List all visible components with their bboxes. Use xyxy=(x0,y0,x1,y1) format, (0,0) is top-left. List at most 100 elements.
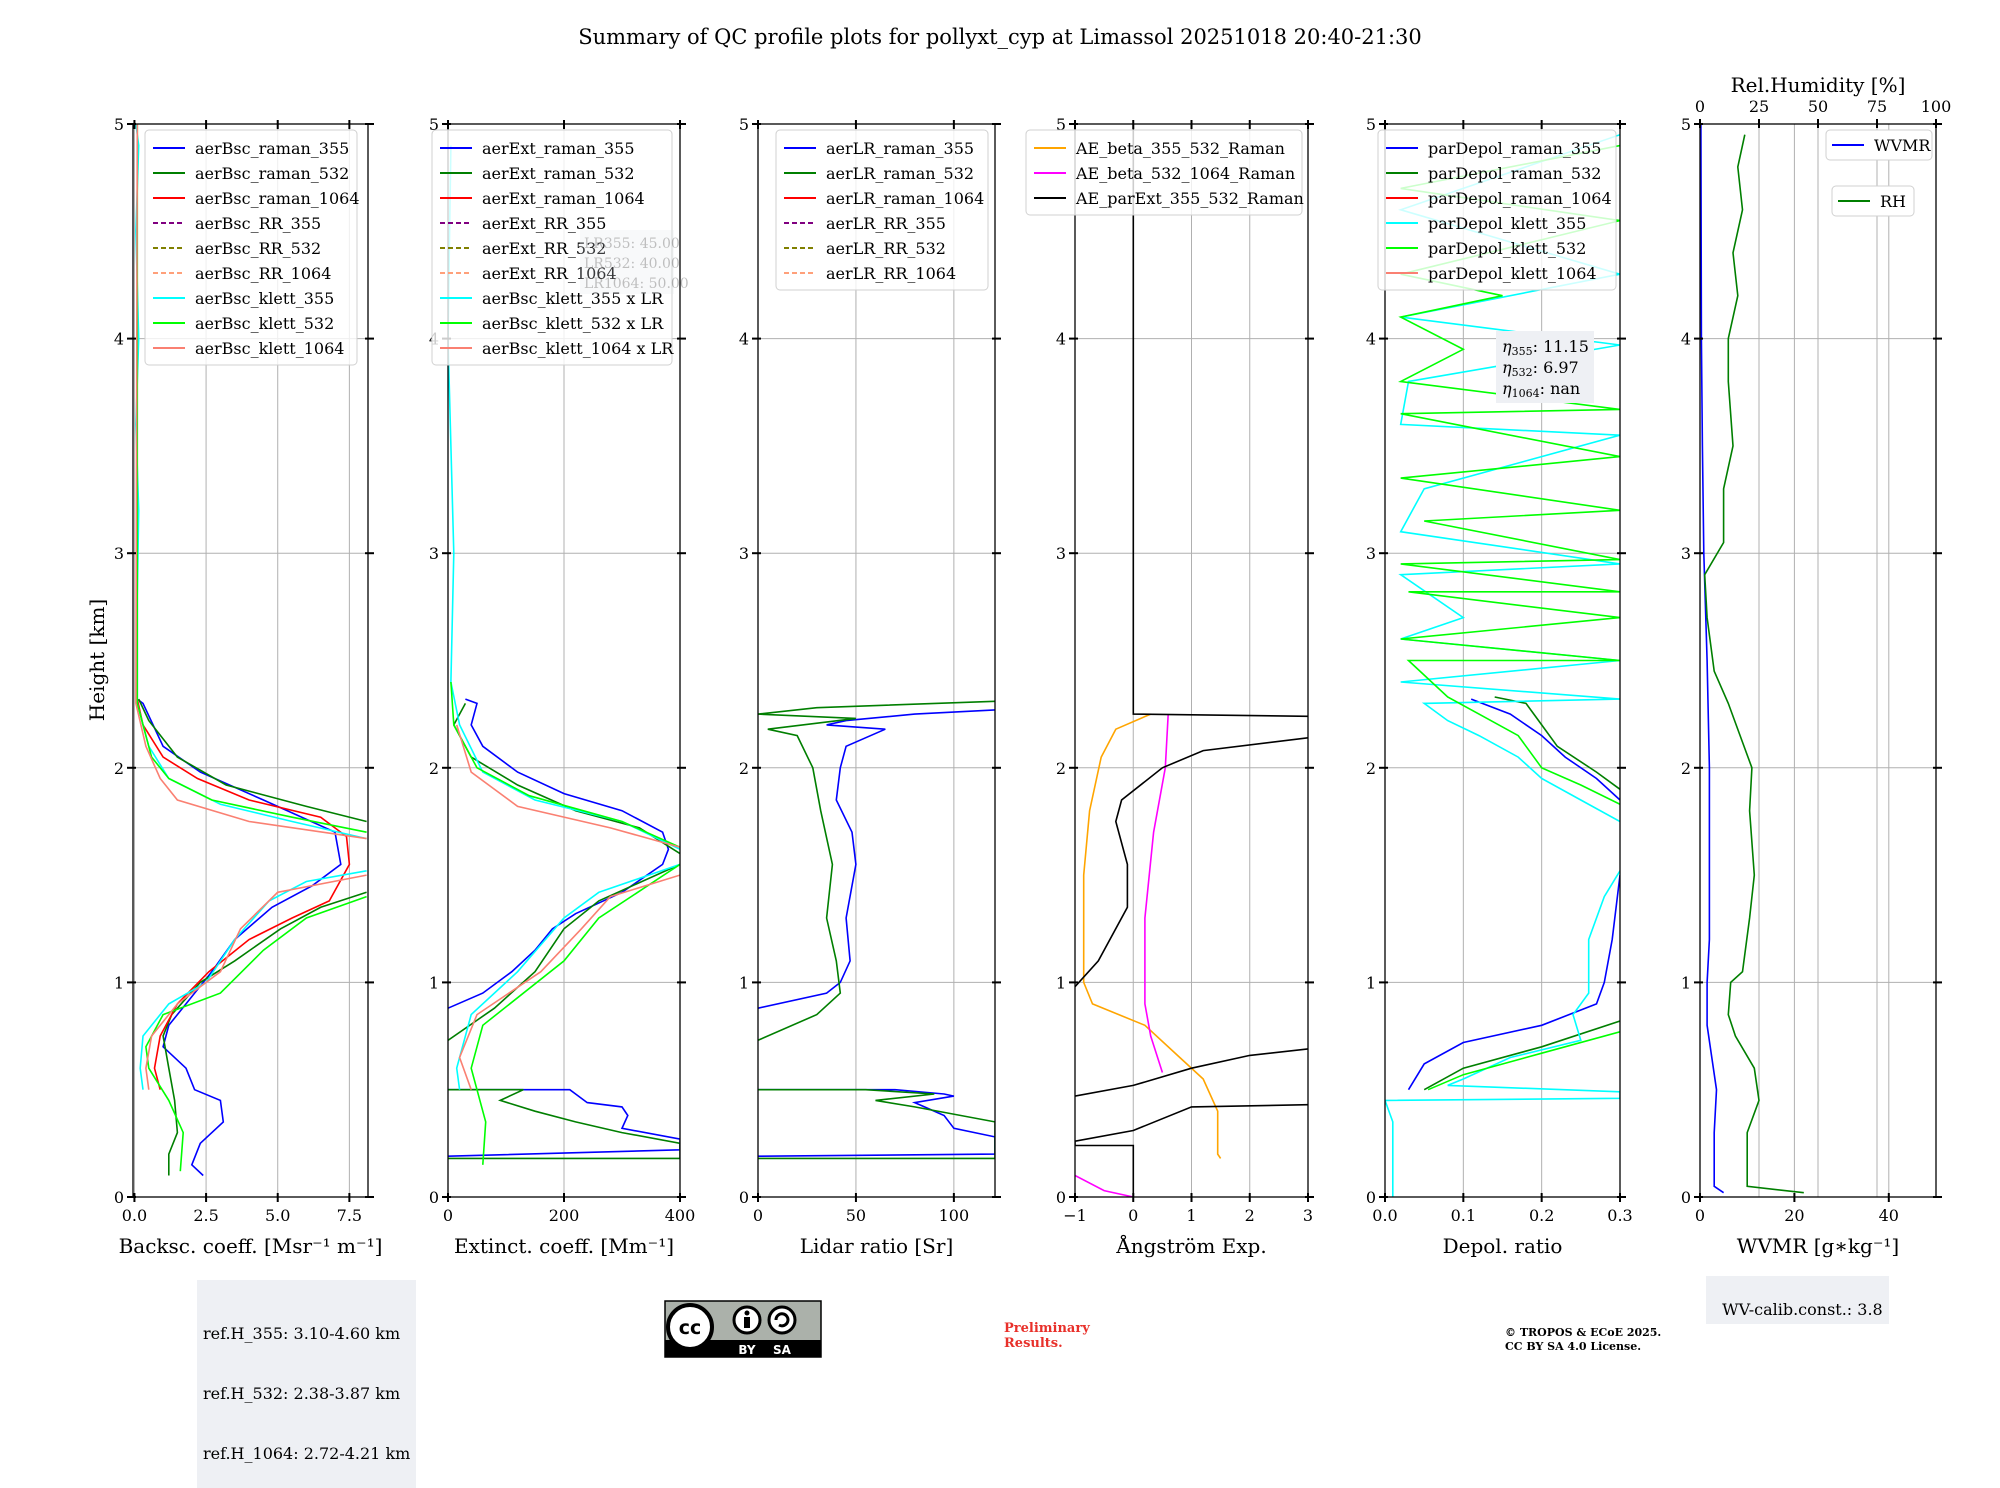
y-tick-label: 0 xyxy=(429,1188,439,1207)
legend-label: aerBsc_RR_355 xyxy=(195,214,321,233)
x-tick-label: 50 xyxy=(846,1206,866,1225)
series-group xyxy=(448,145,680,1165)
legend-label: parDepol_klett_1064 xyxy=(1428,264,1597,283)
legend-label: aerBsc_klett_532 xyxy=(195,314,334,333)
legend-label: aerExt_RR_532 xyxy=(482,239,606,258)
legend-box xyxy=(1831,185,1915,217)
y-tick-label: 4 xyxy=(1056,330,1066,349)
series-group xyxy=(1385,133,1620,1197)
lidar-ratio-setting: LR532: 40.00 xyxy=(584,256,680,272)
panel-wvmr_rh: 0 20 40 0 1 2 3 4 5 WVMR [g∗kg⁻¹] 0 25 50 75 100 Rel.Hu… xyxy=(1681,73,1951,1258)
series-line-aerLR_raman_532_b xyxy=(758,700,995,1042)
y-tick-label: 2 xyxy=(429,759,439,778)
qc-profile-figure: Summary of QC profile plots for pollyxt_… xyxy=(85,25,1951,1258)
series-line-klett_532_LR xyxy=(470,863,680,1165)
y-tick-label: 2 xyxy=(1681,759,1691,778)
y-tick-label: 1 xyxy=(429,973,439,992)
series-line-aerLR_raman_355 xyxy=(758,1088,995,1157)
x-tick-label: 0.1 xyxy=(1451,1206,1476,1225)
legend-label: RH xyxy=(1880,192,1906,211)
y-tick-label: 3 xyxy=(1366,544,1376,563)
series-line-AE_parExt_355_532_Raman_b xyxy=(1075,1048,1308,1097)
legend-label: aerBsc_klett_532 x LR xyxy=(482,314,664,333)
legend-label: AE_beta_355_532_Raman xyxy=(1075,139,1285,158)
x-tick-label: 0.0 xyxy=(122,1206,147,1225)
y-tick-label: 5 xyxy=(1681,115,1691,134)
axes-frame xyxy=(757,123,996,1198)
legend-label: aerLR_RR_532 xyxy=(826,239,946,258)
legend-label: parDepol_klett_355 xyxy=(1428,214,1586,233)
legend-box xyxy=(1825,129,1933,161)
legend-label: aerExt_RR_1064 xyxy=(482,264,617,283)
legend-label: aerBsc_raman_1064 xyxy=(195,189,360,208)
y-tick-label: 2 xyxy=(1056,759,1066,778)
legend: aerExt_raman_355 aerExt_raman_532 aerExt_r… xyxy=(431,129,674,366)
legend-label: aerBsc_RR_532 xyxy=(195,239,321,258)
x-tick-label: 20 xyxy=(1784,1206,1804,1225)
ref-height-1064: ref.H_1064: 2.72-4.21 km xyxy=(203,1444,411,1463)
sa-label: SA xyxy=(773,1343,792,1357)
legend-label: aerBsc_raman_355 xyxy=(195,139,349,158)
y-tick-label: 4 xyxy=(1366,330,1376,349)
series-line-aerBsc_klett_532 xyxy=(145,895,367,1172)
y-tick-label: 2 xyxy=(739,759,749,778)
series-line-aerBsc_raman_532_upper xyxy=(137,698,367,823)
series-line-parDepol_raman_355_b xyxy=(1470,698,1620,801)
x-tick-label: 2.5 xyxy=(193,1206,218,1225)
series-line-klett_355_LR_b xyxy=(448,145,680,851)
legend-label: aerLR_raman_355 xyxy=(826,139,974,158)
series-group xyxy=(1700,124,1804,1194)
x-tick-label: 40 xyxy=(1879,1206,1899,1225)
y-tick-label: 1 xyxy=(1056,973,1066,992)
legend-label: aerBsc_klett_355 xyxy=(195,289,334,308)
cc-by-sa-badge: cc BY SA xyxy=(664,1300,822,1358)
y-tick-label: 4 xyxy=(1681,330,1691,349)
top-x-tick-label: 25 xyxy=(1749,97,1769,116)
legend-label: aerExt_raman_532 xyxy=(482,164,635,183)
series-line-aerExt_raman_355_b xyxy=(448,698,670,1009)
legend-label: aerBsc_klett_1064 xyxy=(195,339,344,358)
series-line-AE_beta_355_532_Raman xyxy=(1082,713,1222,1159)
series-group xyxy=(135,124,367,1177)
panel-depol: 0.0 0.1 0.2 0.3 0 1 2 3 4 5 Depol. ratio parDepol_r… xyxy=(1366,115,1633,1258)
series-line-klett_532_LR_b xyxy=(450,681,680,848)
legend-label: aerBsc_klett_1064 x LR xyxy=(482,339,674,358)
legend-label: aerLR_RR_1064 xyxy=(826,264,956,283)
x-tick-label: 0.2 xyxy=(1529,1206,1554,1225)
y-tick-label: 3 xyxy=(114,544,124,563)
axes-frame xyxy=(1384,123,1621,1198)
x-axis-label: Extinct. coeff. [Mm⁻¹] xyxy=(454,1234,674,1258)
wv-calib-text: WV-calib.const.: 3.8 xyxy=(1722,1300,1883,1319)
x-axis-label: Ångström Exp. xyxy=(1115,1233,1266,1258)
y-tick-label: 0 xyxy=(1366,1188,1376,1207)
x-tick-label: 200 xyxy=(549,1206,580,1225)
legend-label: parDepol_klett_532 xyxy=(1428,239,1586,258)
y-tick-label: 4 xyxy=(739,330,749,349)
copyright-line-2: CC BY SA 4.0 License. xyxy=(1505,1340,1642,1353)
preliminary-results-note: Preliminary Results. xyxy=(1004,1321,1090,1351)
y-tick-label: 0 xyxy=(1681,1188,1691,1207)
legend-box xyxy=(775,129,989,291)
legend-label: aerExt_RR_355 xyxy=(482,214,606,233)
series-line-klett_1064_LR xyxy=(458,874,680,1090)
series-group xyxy=(758,700,995,1160)
legend-label: WVMR xyxy=(1874,136,1931,155)
x-axis-label: Depol. ratio xyxy=(1443,1234,1563,1258)
series-line-AE_parExt_355_532_Raman_d xyxy=(1132,124,1308,718)
share-alike-icon xyxy=(767,1305,797,1335)
x-tick-label: 100 xyxy=(939,1206,970,1225)
legend-label: aerBsc_raman_532 xyxy=(195,164,349,183)
top-axis-label: Rel.Humidity [%] xyxy=(1731,73,1906,97)
series-line-aerExt_raman_355 xyxy=(448,1088,680,1157)
series-line-parDepol_raman_532_b xyxy=(1494,696,1620,790)
y-tick-label: 1 xyxy=(1366,973,1376,992)
x-tick-label: 1 xyxy=(1186,1206,1196,1225)
top-x-tick-label: 0 xyxy=(1695,97,1705,116)
panel-lidar_ratio: 0 50 100 0 1 2 3 4 5 Lidar ratio [Sr] aerLR_raman_… xyxy=(739,115,1001,1258)
legend-label: aerBsc_klett_355 x LR xyxy=(482,289,664,308)
series-line-aerBsc_raman_532 xyxy=(162,891,367,1176)
x-axis-label: Backsc. coeff. [Msr⁻¹ m⁻¹] xyxy=(119,1234,383,1258)
y-tick-label: 3 xyxy=(739,544,749,563)
copyright-line-1: © TROPOS & ECoE 2025. xyxy=(1505,1326,1662,1339)
